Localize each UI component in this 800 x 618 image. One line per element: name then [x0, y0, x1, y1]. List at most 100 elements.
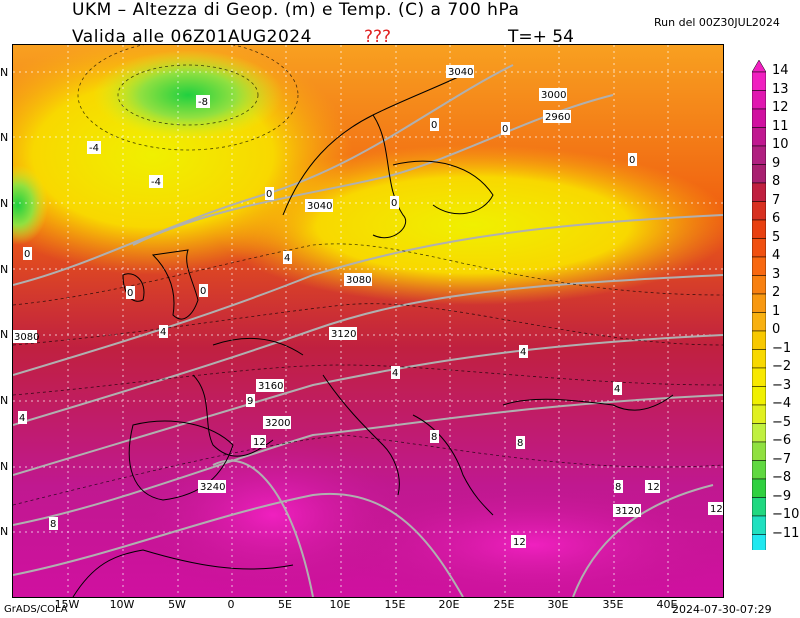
svg-text:-4: -4	[89, 143, 99, 154]
colorbar-level-label: −1	[772, 340, 792, 356]
lon-label: 10E	[329, 598, 351, 611]
temp-label: -4	[87, 141, 101, 154]
svg-text:3040: 3040	[307, 201, 332, 212]
svg-text:12: 12	[513, 537, 526, 548]
colorbar-swatch	[752, 330, 766, 350]
lon-label: 0	[227, 598, 235, 611]
colorbar-swatch	[752, 367, 766, 387]
colorbar-level-label: −9	[772, 488, 792, 504]
colorbar-level-label: 2	[772, 285, 781, 300]
colorbar-swatch	[752, 164, 766, 184]
colorbar-swatch	[752, 404, 766, 424]
colorbar-swatch	[752, 293, 766, 313]
colorbar-level-label: −2	[772, 359, 792, 374]
temp-label: 0	[430, 118, 439, 131]
colorbar-level-label: 11	[772, 118, 789, 134]
lat-label: N	[0, 328, 9, 341]
height-label: 2960	[543, 110, 571, 123]
height-label: 3240	[198, 480, 226, 493]
temp-label: 8	[49, 517, 58, 530]
run-info: Run del 00Z30JUL2024	[654, 16, 780, 29]
temp-label: 0	[126, 286, 135, 299]
lat-label: N	[0, 66, 9, 79]
colorbar-level-label: −8	[772, 470, 792, 485]
colorbar-swatch	[752, 201, 766, 221]
svg-text:4: 4	[160, 327, 166, 338]
colorbar-swatch	[752, 238, 766, 258]
svg-text:3080: 3080	[346, 275, 371, 286]
colorbar-level-label: 13	[772, 81, 789, 97]
svg-text:0: 0	[629, 155, 635, 166]
colorbar-level-label: 3	[772, 266, 781, 282]
colorbar-swatch	[752, 478, 766, 498]
height-label: 3120	[613, 504, 641, 517]
temp-label: 4	[283, 251, 292, 264]
svg-text:12: 12	[647, 482, 660, 493]
svg-text:12: 12	[253, 437, 266, 448]
temp-label: 0	[23, 247, 32, 260]
contour-labels: 3040 3000 2960 3040 3080 3080 3120 3160 …	[13, 65, 723, 548]
colorbar-level-label: 1	[772, 303, 781, 319]
weather-map: 3040 3000 2960 3040 3080 3080 3120 3160 …	[12, 44, 724, 598]
height-label: 3040	[446, 65, 474, 78]
temp-label: 8	[430, 430, 439, 443]
colorbar-level-label: 0	[772, 322, 781, 337]
colorbar-level-label: 10	[772, 137, 789, 152]
lon-label: 5E	[278, 598, 292, 611]
colorbar-top-arrow	[752, 60, 766, 73]
colorbar-swatch	[752, 534, 766, 550]
colorbar-swatch	[752, 497, 766, 517]
temp-label: -8	[196, 95, 210, 108]
svg-text:0: 0	[431, 120, 437, 131]
colorbar-level-label: 6	[772, 211, 781, 226]
svg-text:0: 0	[266, 189, 272, 200]
lon-label: 25E	[493, 598, 515, 611]
svg-text:9: 9	[247, 396, 253, 407]
lat-lon-grid	[13, 45, 723, 597]
colorbar-level-label: −3	[772, 377, 792, 393]
colorbar-level-label: 5	[772, 229, 781, 245]
temp-label: 0	[628, 153, 637, 166]
svg-text:3040: 3040	[448, 67, 473, 78]
lon-label: 30E	[547, 598, 569, 611]
valid-time: Valida alle 06Z01AUG2024	[72, 27, 312, 47]
colorbar-level-label: 7	[772, 192, 781, 208]
svg-text:0: 0	[502, 124, 508, 135]
height-label: 3000	[539, 88, 567, 101]
colorbar-swatch	[752, 386, 766, 406]
svg-text:4: 4	[19, 413, 25, 424]
colorbar-level-label: 8	[772, 174, 781, 189]
temp-label: 12	[511, 535, 526, 548]
lon-label: 35E	[602, 598, 624, 611]
cold-west	[13, 165, 48, 245]
colorbar-swatch	[752, 515, 766, 535]
lon-label: 5W	[168, 598, 186, 611]
colorbar-level-label: −11	[772, 525, 800, 541]
lon-label: 15E	[384, 598, 406, 611]
svg-text:3160: 3160	[258, 381, 283, 392]
lon-label: 15W	[54, 598, 80, 611]
temp-label: 0	[199, 284, 208, 297]
cold-core	[93, 50, 283, 140]
temp-label: 0	[501, 122, 510, 135]
colorbar-level-label: −6	[772, 433, 792, 448]
colorbar-swatch	[752, 312, 766, 332]
colorbar-level-label: −4	[772, 396, 792, 411]
colorbar-swatch	[752, 71, 766, 91]
colorbar-level-label: −5	[772, 414, 792, 430]
flag-text: ???	[364, 27, 392, 47]
timestep: T=+ 54	[508, 27, 574, 47]
svg-text:0: 0	[200, 286, 206, 297]
map-title: UKM – Altezza di Geop. (m) e Temp. (C) a…	[72, 0, 520, 20]
svg-text:8: 8	[517, 438, 523, 449]
lat-label: N	[0, 197, 9, 210]
lat-label: N	[0, 263, 9, 276]
svg-text:12: 12	[710, 504, 723, 515]
temp-label: 12	[251, 435, 266, 448]
colorbar-swatch	[752, 275, 766, 295]
temperature-contours	[13, 45, 723, 506]
svg-text:3120: 3120	[331, 329, 356, 340]
colorbar-swatch	[752, 90, 766, 110]
colorbar-swatch	[752, 349, 766, 369]
map-canvas: 3040 3000 2960 3040 3080 3080 3120 3160 …	[13, 45, 723, 597]
